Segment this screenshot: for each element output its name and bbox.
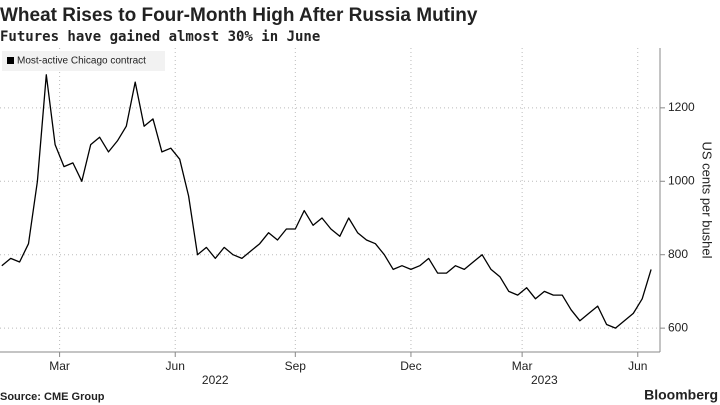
y-tick-label: 1000 [668, 173, 695, 187]
x-tick-label: Dec [400, 359, 421, 373]
chart-title: Wheat Rises to Four-Month High After Rus… [0, 5, 478, 26]
legend-swatch [7, 57, 14, 64]
x-tick-label: Mar [49, 359, 70, 373]
y-tick-label: 600 [668, 320, 688, 334]
y-axis-label: US cents per bushel [700, 141, 715, 258]
legend-label: Most-active Chicago contract [17, 56, 146, 67]
y-tick-label: 800 [668, 247, 688, 261]
source: Source: CME Group [0, 391, 105, 403]
chart-subtitle: Futures have gained almost 30% in June [0, 29, 320, 45]
brand: Bloomberg [644, 387, 718, 403]
year-label: 2022 [202, 373, 229, 387]
x-tick-label: Jun [166, 359, 185, 373]
x-tick-label: Mar [512, 359, 533, 373]
y-tick-label: 1200 [668, 100, 695, 114]
x-tick-label: Sep [285, 359, 307, 373]
x-tick-label: Jun [628, 359, 647, 373]
year-label: 2023 [531, 373, 558, 387]
line-series [1, 74, 652, 329]
legend-box [2, 51, 165, 71]
